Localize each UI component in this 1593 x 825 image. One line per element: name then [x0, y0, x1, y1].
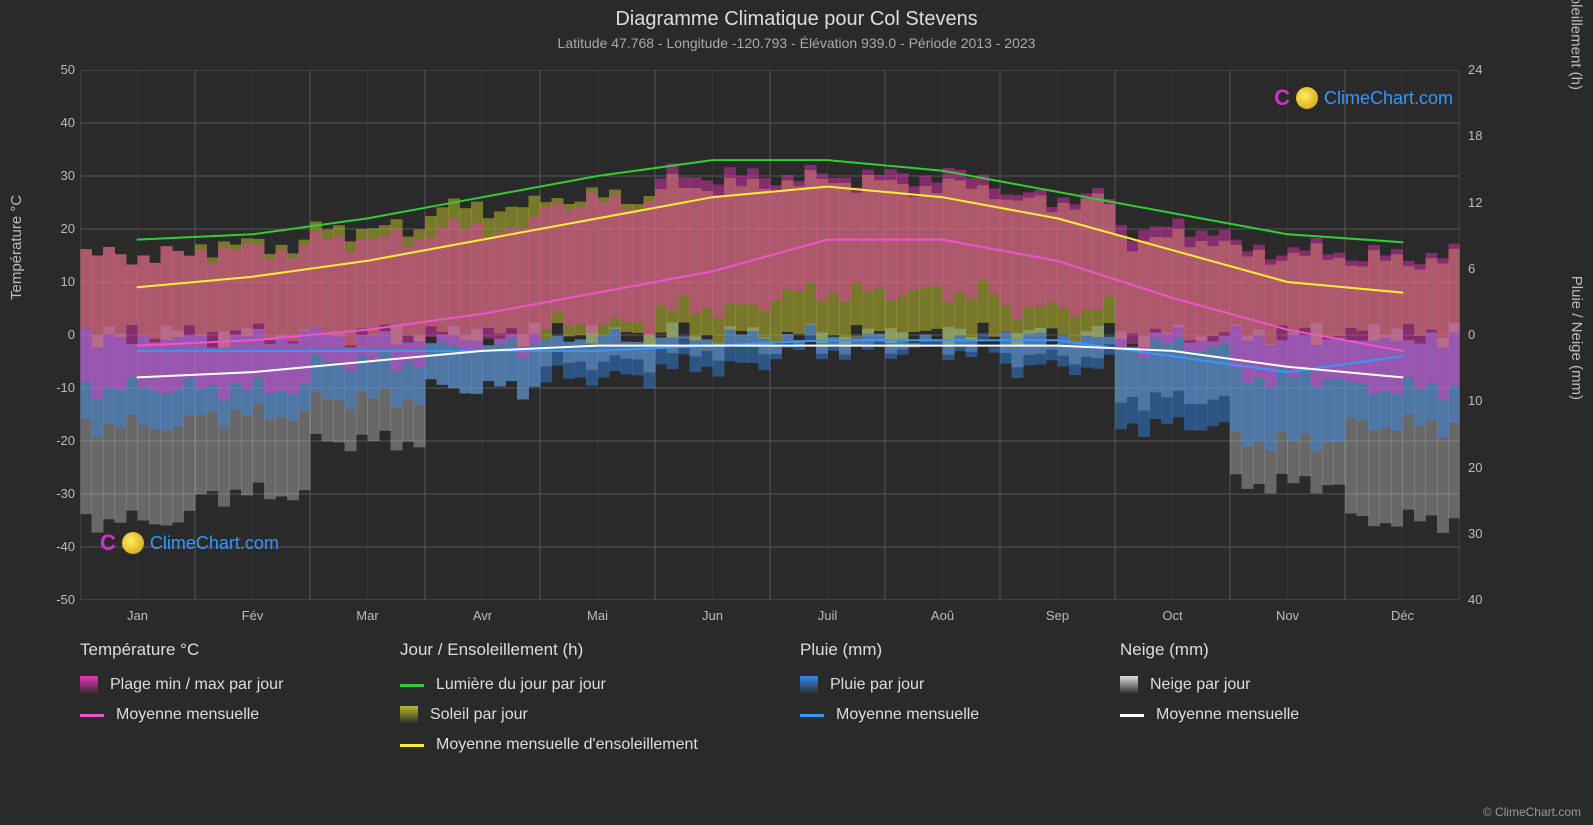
chart-plot-area: [80, 70, 1460, 600]
legend-item: Moyenne mensuelle d'ensoleillement: [400, 736, 760, 754]
legend-item: Soleil par jour: [400, 706, 760, 724]
y-left-tick: 20: [35, 221, 75, 236]
legend-items: Plage min / max par jour Moyenne mensuell…: [80, 676, 360, 724]
y-right-bottom-tick: 20: [1468, 460, 1508, 475]
legend-item: Pluie par jour: [800, 676, 1080, 694]
legend-items: Pluie par jour Moyenne mensuelle: [800, 676, 1080, 724]
y-right-top-tick: 0: [1468, 327, 1508, 342]
legend-header: Pluie (mm): [800, 640, 1080, 660]
x-month-tick: Avr: [458, 608, 508, 623]
y-right-bottom-tick: 10: [1468, 393, 1508, 408]
legend-line-icon: [400, 684, 424, 687]
legend-swatch-icon: [800, 676, 818, 694]
y-left-tick: -10: [35, 380, 75, 395]
legend-label: Moyenne mensuelle d'ensoleillement: [436, 736, 698, 754]
legend-item: Lumière du jour par jour: [400, 676, 760, 694]
climate-chart-container: Diagramme Climatique pour Col Stevens La…: [0, 0, 1593, 825]
y-right-top-tick: 6: [1468, 261, 1508, 276]
legend-col-rain: Pluie (mm) Pluie par jour Moyenne mensuel…: [800, 640, 1080, 754]
y-left-tick: -50: [35, 592, 75, 607]
legend-line-icon: [800, 714, 824, 717]
legend-item: Moyenne mensuelle: [80, 706, 360, 724]
x-month-tick: Mar: [343, 608, 393, 623]
legend-line-icon: [80, 714, 104, 717]
y-left-tick: 50: [35, 62, 75, 77]
y-axis-right-bottom-label: Pluie / Neige (mm): [1568, 276, 1585, 400]
logo-sun-icon: [1296, 87, 1318, 109]
x-month-tick: Juil: [803, 608, 853, 623]
legend-swatch-icon: [400, 706, 418, 724]
y-right-bottom-tick: 30: [1468, 526, 1508, 541]
legend-col-temperature: Température °C Plage min / max par jour M…: [80, 640, 360, 754]
legend-line-icon: [400, 744, 424, 747]
x-month-tick: Fév: [228, 608, 278, 623]
y-axis-right-top-label: Jour / Ensoleillement (h): [1568, 0, 1585, 90]
watermark-top: C ClimeChart.com: [1274, 85, 1453, 111]
legend-label: Pluie par jour: [830, 676, 924, 694]
chart-subtitle: Latitude 47.768 - Longitude -120.793 - É…: [0, 31, 1593, 51]
x-month-tick: Aoû: [918, 608, 968, 623]
y-axis-left-label: Température °C: [8, 195, 25, 300]
y-left-tick: 30: [35, 168, 75, 183]
y-left-tick: 40: [35, 115, 75, 130]
y-left-tick: -30: [35, 486, 75, 501]
y-left-tick: 10: [35, 274, 75, 289]
legend-swatch-icon: [1120, 676, 1138, 694]
x-month-tick: Jun: [688, 608, 738, 623]
legend: Température °C Plage min / max par jour M…: [80, 640, 1500, 754]
watermark-bottom: C ClimeChart.com: [100, 530, 279, 556]
legend-label: Moyenne mensuelle: [116, 706, 259, 724]
legend-header: Température °C: [80, 640, 360, 660]
legend-col-daylight: Jour / Ensoleillement (h) Lumière du jou…: [400, 640, 760, 754]
logo-c-icon: C: [100, 530, 116, 556]
legend-items: Lumière du jour par jour Soleil par jour M…: [400, 676, 760, 754]
y-left-tick: -20: [35, 433, 75, 448]
legend-swatch-icon: [80, 676, 98, 694]
x-month-tick: Sep: [1033, 608, 1083, 623]
legend-item: Moyenne mensuelle: [800, 706, 1080, 724]
legend-label: Plage min / max par jour: [110, 676, 283, 694]
x-month-tick: Oct: [1148, 608, 1198, 623]
legend-label: Neige par jour: [1150, 676, 1251, 694]
legend-col-snow: Neige (mm) Neige par jour Moyenne mensuel…: [1120, 640, 1400, 754]
x-month-tick: Mai: [573, 608, 623, 623]
chart-title: Diagramme Climatique pour Col Stevens: [0, 0, 1593, 31]
logo-sun-icon: [122, 532, 144, 554]
x-month-tick: Déc: [1378, 608, 1428, 623]
y-left-tick: 0: [35, 327, 75, 342]
y-right-top-tick: 24: [1468, 62, 1508, 77]
legend-line-icon: [1120, 714, 1144, 717]
y-right-bottom-tick: 40: [1468, 592, 1508, 607]
logo-c-icon: C: [1274, 85, 1290, 111]
legend-label: Moyenne mensuelle: [1156, 706, 1299, 724]
y-left-tick: -40: [35, 539, 75, 554]
legend-item: Neige par jour: [1120, 676, 1400, 694]
legend-label: Lumière du jour par jour: [436, 676, 606, 694]
y-right-top-tick: 18: [1468, 128, 1508, 143]
legend-items: Neige par jour Moyenne mensuelle: [1120, 676, 1400, 724]
legend-label: Moyenne mensuelle: [836, 706, 979, 724]
chart-svg: [80, 70, 1460, 600]
watermark-text: ClimeChart.com: [150, 533, 279, 554]
legend-label: Soleil par jour: [430, 706, 528, 724]
watermark-text: ClimeChart.com: [1324, 88, 1453, 109]
y-right-top-tick: 12: [1468, 195, 1508, 210]
legend-item: Moyenne mensuelle: [1120, 706, 1400, 724]
x-month-tick: Jan: [113, 608, 163, 623]
legend-item: Plage min / max par jour: [80, 676, 360, 694]
x-month-tick: Nov: [1263, 608, 1313, 623]
copyright-text: © ClimeChart.com: [1483, 805, 1581, 819]
legend-header: Neige (mm): [1120, 640, 1400, 660]
legend-header: Jour / Ensoleillement (h): [400, 640, 760, 660]
